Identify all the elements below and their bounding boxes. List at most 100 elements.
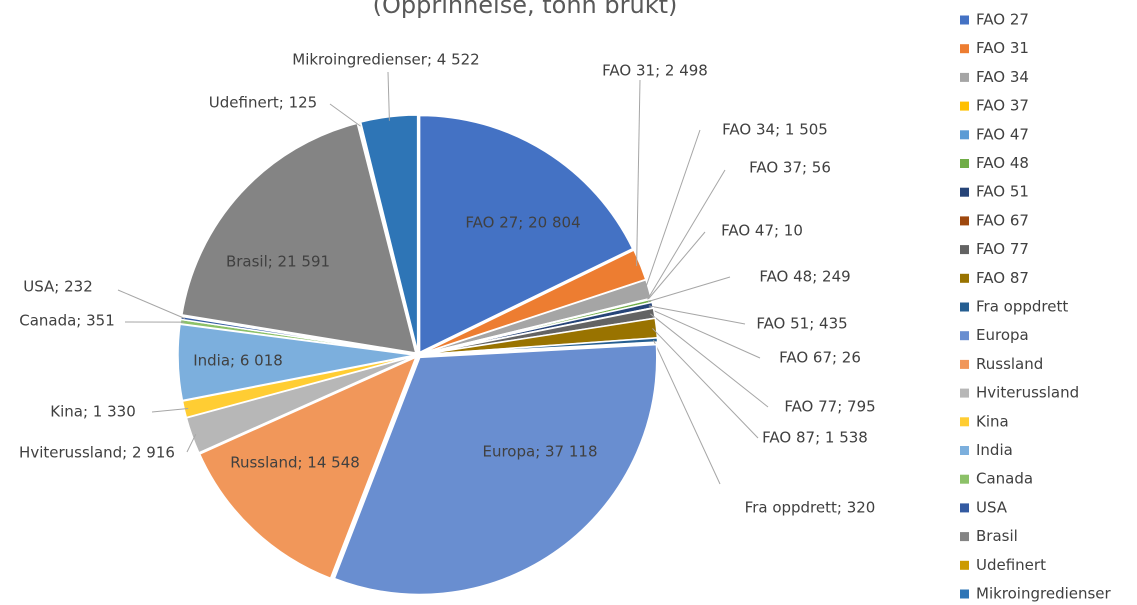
legend-label: Russland (976, 355, 1043, 373)
pie-slice (333, 343, 658, 596)
pie-slice (198, 355, 418, 580)
legend-swatch (960, 130, 969, 140)
legend-swatch (960, 446, 969, 455)
leader-line (636, 79, 641, 267)
legend-label: FAO 27 (976, 11, 1029, 29)
pie-slice (420, 337, 659, 356)
legend-label: India (976, 441, 1013, 459)
legend-swatch (960, 388, 969, 398)
data-label: FAO 77; 795 (784, 398, 875, 416)
legend-swatch (960, 560, 969, 570)
data-label: FAO 37; 56 (749, 159, 831, 177)
leader-line (117, 289, 186, 319)
data-label: India; 6 018 (193, 352, 283, 370)
pie-slice (418, 114, 634, 354)
leader-line (186, 434, 197, 453)
legend-swatch (960, 187, 969, 197)
legend-swatch (960, 216, 969, 226)
label-bg (17, 311, 117, 330)
legend-label: FAO 47 (976, 125, 1029, 143)
leader-line (387, 71, 390, 121)
legend-swatch (960, 503, 969, 513)
label-bg (760, 428, 870, 447)
legend-label: Fra oppdrett (976, 298, 1068, 316)
legend-label: FAO 67 (976, 211, 1029, 229)
leader-line (650, 313, 769, 408)
label-bg (17, 443, 177, 462)
leader-line (653, 339, 721, 485)
label-bg (600, 61, 710, 80)
legend-label: FAO 31 (976, 39, 1029, 57)
data-label: Russland; 14 548 (230, 454, 360, 472)
pie-slice (181, 122, 417, 354)
legend-swatch (960, 589, 969, 599)
label-bg (754, 314, 850, 333)
leader-line (647, 231, 706, 301)
legend-label: Brasil (976, 527, 1018, 545)
label-bg (747, 158, 833, 177)
legend-swatch (960, 302, 969, 312)
legend-label: Hviterussland (976, 384, 1079, 402)
data-label: FAO 27; 20 804 (465, 214, 580, 232)
legend-swatch (960, 15, 969, 25)
label-bg (742, 498, 878, 517)
legend-swatch (960, 159, 969, 168)
data-label: FAO 34; 1 505 (722, 121, 828, 139)
legend-swatch (960, 72, 969, 82)
data-label: FAO 87; 1 538 (762, 429, 868, 447)
label-bg (782, 397, 878, 416)
legend-label: Canada (976, 470, 1033, 488)
leader-line (329, 103, 361, 127)
legend-swatch (960, 331, 969, 341)
legend-label: FAO 34 (976, 68, 1029, 86)
data-label: Canada; 351 (19, 312, 115, 330)
legend-label: FAO 51 (976, 183, 1029, 201)
label-bg (206, 93, 320, 112)
data-label: FAO 67; 26 (779, 349, 861, 367)
legend-swatch (960, 532, 969, 542)
legend-swatch (960, 417, 969, 427)
legend-swatch (960, 44, 969, 54)
leader-line (652, 328, 759, 439)
legend-label: FAO 77 (976, 240, 1029, 258)
legend-swatch (960, 474, 969, 484)
leader-line (646, 169, 726, 300)
data-label: Udefinert; 125 (209, 94, 317, 112)
data-label: Fra oppdrett; 320 (745, 499, 876, 517)
legend-label: Europa (976, 326, 1029, 344)
legend-label: Kina (976, 412, 1009, 430)
leader-line (648, 305, 746, 325)
data-label: Hviterussland; 2 916 (19, 444, 175, 462)
data-label: FAO 47; 10 (721, 222, 803, 240)
data-label: USA; 232 (23, 278, 93, 296)
chart-subtitle: (Opprinnelse, tonn brukt) (373, 0, 678, 19)
data-label: Mikroingredienser; 4 522 (292, 51, 479, 69)
leader-line (649, 308, 761, 359)
leader-line (151, 407, 189, 413)
label-bg (719, 221, 805, 240)
label-bg (777, 348, 863, 367)
legend-label: FAO 37 (976, 97, 1029, 115)
label-bg (720, 120, 830, 139)
label-bg (48, 402, 138, 421)
legend-label: FAO 87 (976, 269, 1029, 287)
legend-swatch (960, 273, 969, 283)
legend-label: Udefinert (976, 556, 1046, 574)
data-label: Kina; 1 330 (50, 403, 135, 421)
label-bg (21, 277, 95, 296)
leader-line (647, 276, 731, 303)
legend-label: USA (976, 498, 1008, 516)
data-label: FAO 51; 435 (756, 315, 847, 333)
label-bg (290, 50, 482, 69)
data-label: FAO 48; 249 (759, 268, 850, 286)
leader-line (644, 129, 701, 291)
data-label: Brasil; 21 591 (226, 253, 330, 271)
data-label: FAO 31; 2 498 (602, 62, 708, 80)
legend-swatch (960, 101, 969, 111)
legend-swatch (960, 245, 969, 255)
legend-label: FAO 48 (976, 154, 1029, 172)
label-bg (757, 267, 853, 286)
data-label: Europa; 37 118 (482, 443, 597, 461)
